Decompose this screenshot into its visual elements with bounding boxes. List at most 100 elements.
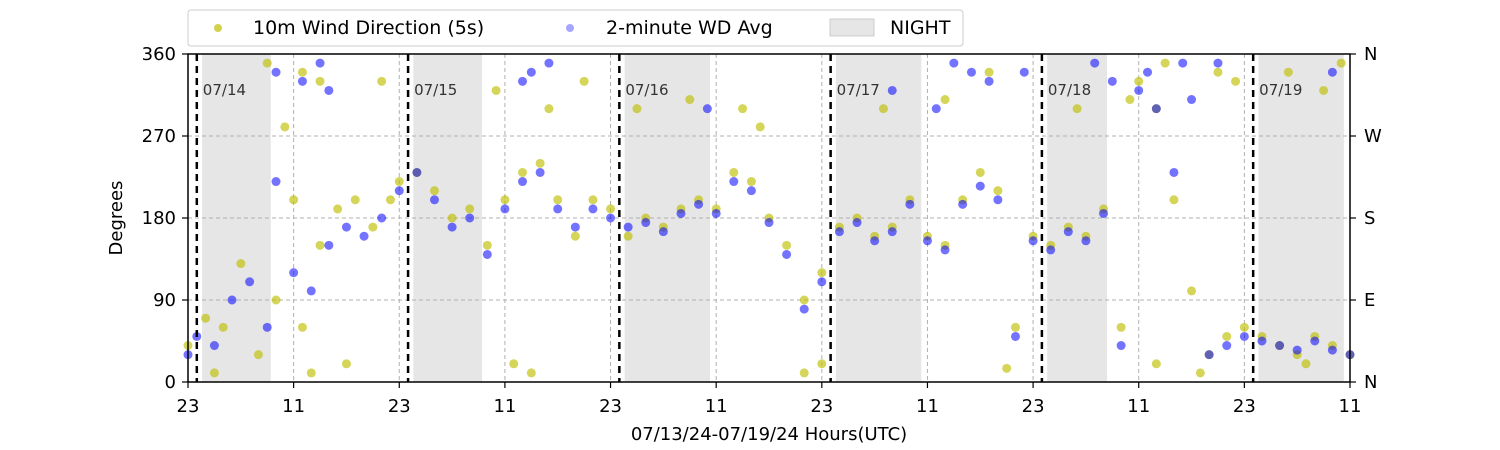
point-s0-86 xyxy=(1213,67,1223,77)
point-s1-46 xyxy=(975,181,985,191)
point-s1-41 xyxy=(887,227,897,237)
x-tick-label-10: 23 xyxy=(1233,396,1256,417)
point-s0-26 xyxy=(606,204,616,214)
point-s1-77 xyxy=(931,104,941,114)
point-s1-16 xyxy=(447,222,457,232)
point-s0-74 xyxy=(544,104,554,114)
point-s0-75 xyxy=(579,76,589,86)
point-s0-12 xyxy=(368,222,378,232)
point-s1-82 xyxy=(1090,58,1100,68)
point-s1-33 xyxy=(746,186,756,196)
point-s0-16 xyxy=(429,186,439,196)
point-s1-2 xyxy=(209,341,219,351)
legend-frame xyxy=(187,9,964,47)
point-s1-3 xyxy=(227,295,237,305)
day-label-5: 07/19 xyxy=(1259,81,1302,99)
point-s1-65 xyxy=(1310,336,1320,346)
point-s0-49 xyxy=(1010,322,1020,332)
point-s0-36 xyxy=(782,240,792,250)
point-s0-18 xyxy=(465,204,475,214)
point-s0-9 xyxy=(315,240,325,250)
point-s0-19 xyxy=(482,240,492,250)
point-s1-78 xyxy=(949,58,959,68)
legend-marker-wind-direction xyxy=(214,24,222,32)
point-s0-92 xyxy=(306,368,316,378)
point-s1-45 xyxy=(958,199,968,209)
point-s0-33 xyxy=(729,167,739,177)
y-axis-label: Degrees xyxy=(106,181,127,256)
series-wd-avg xyxy=(183,58,1355,360)
y-tick-label-3: 270 xyxy=(142,126,176,147)
night-band-3 xyxy=(835,54,922,382)
point-s1-68 xyxy=(271,67,281,77)
point-s0-56 xyxy=(1134,76,1144,86)
point-s0-88 xyxy=(1283,67,1293,77)
point-s1-60 xyxy=(1222,341,1232,351)
x-axis-label: 07/13/24-07/19/24 Hours(UTC) xyxy=(631,424,907,445)
point-s1-49 xyxy=(1028,236,1038,246)
legend: 10m Wind Direction (5s) 2-minute WD Avg … xyxy=(187,9,964,47)
point-s0-37 xyxy=(799,295,809,305)
point-s1-87 xyxy=(1327,67,1337,77)
point-s1-39 xyxy=(852,218,862,228)
point-s0-14 xyxy=(394,177,404,187)
x-tick-label-11: 11 xyxy=(1339,396,1362,417)
point-s1-83 xyxy=(1107,76,1117,86)
point-s1-52 xyxy=(1081,236,1091,246)
point-s1-38 xyxy=(834,227,844,237)
point-s0-2 xyxy=(218,322,228,332)
point-s1-37 xyxy=(817,277,827,287)
point-s0-90 xyxy=(1336,58,1346,68)
legend-label-wd-avg: 2-minute WD Avg xyxy=(606,17,773,39)
point-s1-44 xyxy=(940,245,950,255)
point-s0-27 xyxy=(623,231,633,241)
point-s0-59 xyxy=(1187,286,1197,296)
point-s0-83 xyxy=(1072,104,1082,114)
point-s1-70 xyxy=(315,58,325,68)
y-right-tick-label-2: S xyxy=(1364,208,1375,229)
point-s1-22 xyxy=(553,204,563,214)
point-s0-87 xyxy=(1231,76,1241,86)
day-label-0: 07/14 xyxy=(203,81,246,99)
y-right-tick-label-1: E xyxy=(1364,290,1375,311)
point-s1-55 xyxy=(1134,85,1144,95)
point-s0-77 xyxy=(685,95,695,105)
point-s0-17 xyxy=(447,213,457,223)
point-s0-85 xyxy=(1160,58,1170,68)
point-s1-29 xyxy=(676,208,686,218)
point-s0-82 xyxy=(984,67,994,77)
point-s1-28 xyxy=(658,227,668,237)
point-s0-5 xyxy=(271,295,281,305)
point-s1-71 xyxy=(324,85,334,95)
point-s0-101 xyxy=(1301,359,1311,369)
point-s0-34 xyxy=(746,177,756,187)
point-s0-95 xyxy=(526,368,536,378)
y-tick-label-1: 90 xyxy=(153,290,176,311)
point-s1-86 xyxy=(1213,58,1223,68)
point-s0-48 xyxy=(993,186,1003,196)
point-s1-14 xyxy=(412,167,422,177)
x-tick-label-0: 23 xyxy=(177,396,200,417)
day-label-2: 07/16 xyxy=(625,81,668,99)
point-s1-81 xyxy=(1019,67,1029,77)
point-s1-56 xyxy=(1151,104,1161,114)
point-s0-24 xyxy=(570,231,580,241)
point-s0-78 xyxy=(738,104,748,114)
point-s1-18 xyxy=(482,249,492,259)
point-s0-80 xyxy=(878,104,888,114)
point-s0-69 xyxy=(262,58,272,68)
point-s1-63 xyxy=(1275,341,1285,351)
point-s1-73 xyxy=(526,67,536,77)
day-label-4: 07/18 xyxy=(1048,81,1091,99)
y-right-tick-label-3: W xyxy=(1364,126,1382,147)
point-s1-19 xyxy=(500,204,510,214)
point-s0-6 xyxy=(280,122,290,132)
point-s1-47 xyxy=(993,195,1003,205)
point-s1-36 xyxy=(799,304,809,314)
point-s1-43 xyxy=(922,236,932,246)
x-tick-label-3: 11 xyxy=(493,396,516,417)
point-s0-4 xyxy=(253,350,263,360)
legend-marker-wd-avg xyxy=(566,24,574,32)
point-s1-32 xyxy=(729,177,739,187)
